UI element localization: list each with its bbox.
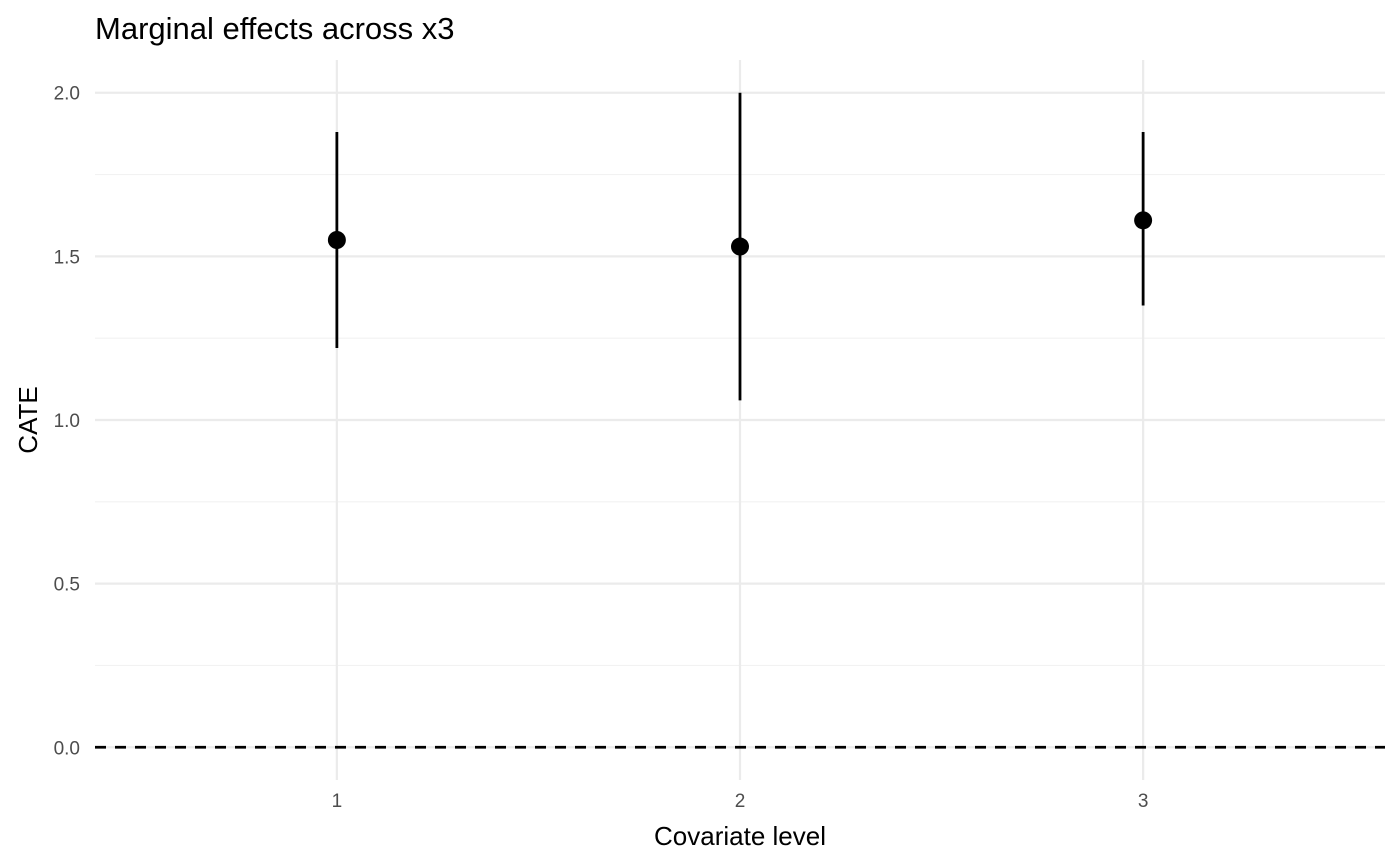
x-tick-label: 2 [735,791,746,812]
data-point [731,237,749,256]
x-tick-label: 1 [332,791,343,812]
data-marks [327,92,1153,401]
y-tick-label: 2.0 [54,84,80,105]
y-tick-label: 1.0 [54,411,80,432]
x-axis-title: Covariate level [654,821,826,851]
chart-title: Marginal effects across x3 [95,11,455,46]
data-point [327,231,346,249]
y-tick-label: 0.0 [54,738,80,759]
y-axis-title: CATE [13,386,43,453]
x-tick-labels: 1 2 3 [332,791,1149,812]
y-tick-label: 0.5 [54,575,80,596]
data-point [1134,211,1153,230]
y-tick-labels: 0.0 0.5 1.0 1.5 2.0 [54,84,80,760]
y-tick-label: 1.5 [54,247,80,268]
x-tick-label: 3 [1138,791,1149,812]
